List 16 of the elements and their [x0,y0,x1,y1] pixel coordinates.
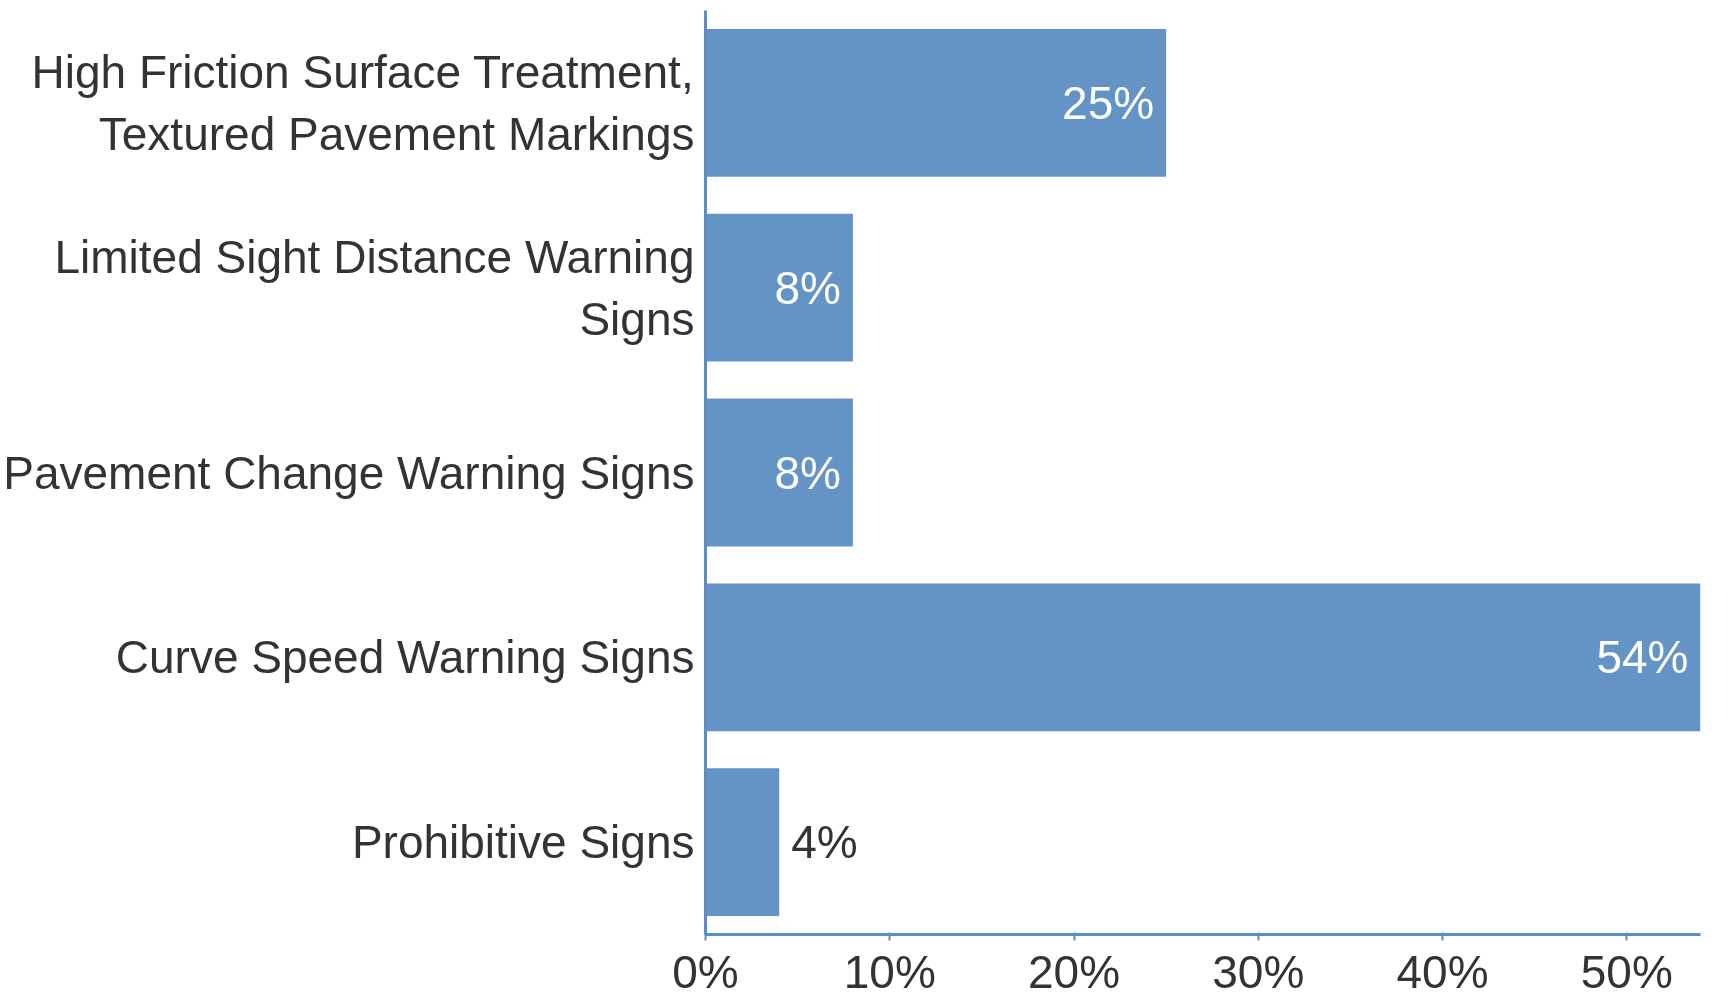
x-tick-label: 0% [672,945,739,998]
x-tick-label: 40% [1396,945,1489,998]
x-tick-label: 10% [843,945,936,998]
data-label: 4% [791,816,858,869]
data-label: 25% [1062,76,1155,129]
x-tick-label: 20% [1027,945,1121,998]
y-tick-label: Limited Sight Distance Warning Signs [54,230,695,345]
y-tick-label: Pavement Change Warning Signs [3,446,695,499]
data-label: 54% [1596,631,1689,684]
x-tick-label: 50% [1580,945,1673,998]
y-tick-label: Curve Speed Warning Signs [115,631,695,684]
y-tick-label: Prohibitive Signs [351,816,695,869]
y-tick-label: High Friction Surface Treatment, Textured Pavement Markings [31,45,695,161]
data-label: 8% [774,261,841,314]
data-label: 8% [774,446,841,499]
x-tick-label: 30% [1212,945,1305,998]
